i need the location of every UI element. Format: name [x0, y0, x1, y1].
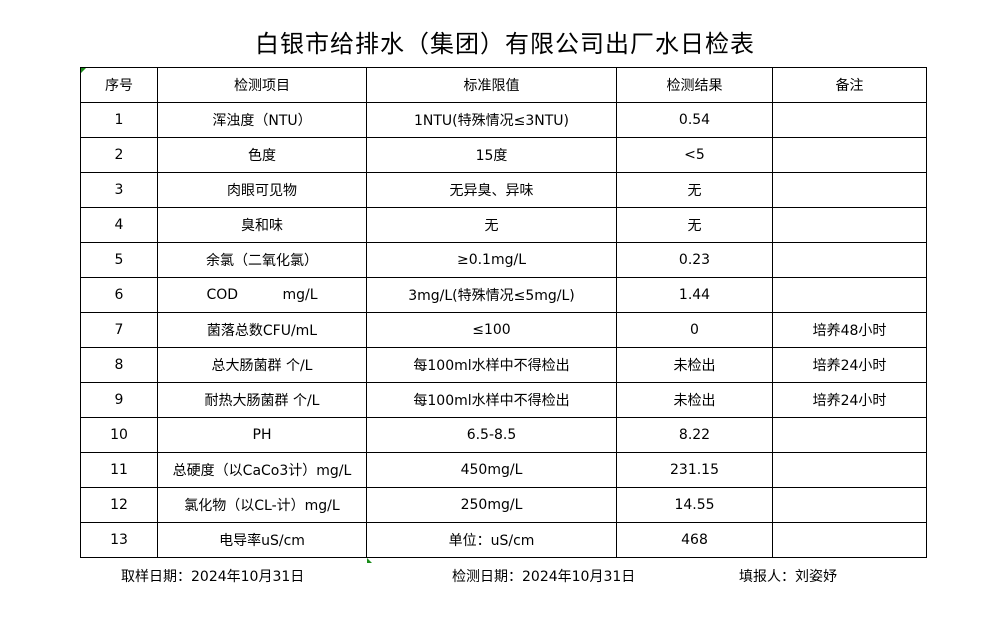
table-row: 8 总大肠菌群 个/L 每100ml水样中不得检出 未检出 培养24小时: [80, 347, 927, 383]
inspection-table: 序号 检测项目 标准限值 检测结果 备注 1 浑浊度（NTU） 1NTU(特殊情况≤…: [80, 67, 927, 558]
standard-limit-cell: 无: [366, 207, 617, 243]
remark-cell: 培养24小时: [772, 382, 927, 418]
remark-cell: [772, 277, 927, 313]
test-result-cell: 0.54: [616, 102, 773, 138]
test-result-cell: 未检出: [616, 347, 773, 383]
row-index-cell: 7: [80, 312, 158, 348]
table-row: 1 浑浊度（NTU） 1NTU(特殊情况≤3NTU) 0.54: [80, 102, 927, 138]
cell-marker-icon: [367, 558, 372, 563]
remark-cell: [772, 242, 927, 278]
table-row: 3 肉眼可见物 无异臭、异味无: [80, 172, 927, 208]
remark-cell: [772, 102, 927, 138]
standard-limit-cell: 6.5-8.5: [366, 417, 617, 453]
test-item-cell: COD mg/L: [157, 277, 367, 313]
remark-cell: [772, 522, 927, 558]
test-item-cell: 色度: [157, 137, 367, 173]
header-cell: 序号: [80, 67, 158, 103]
remark-cell: [772, 487, 927, 523]
test-result-cell: 无: [616, 207, 773, 243]
table-row: 9 耐热大肠菌群 个/L 每100ml水样中不得检出 未检出 培养24小时: [80, 382, 927, 418]
test-item-cell: 氯化物（以CL-计）mg/L: [157, 487, 367, 523]
standard-limit-cell: 3mg/L(特殊情况≤5mg/L): [366, 277, 617, 313]
header-cell: 备注: [772, 67, 927, 103]
standard-limit-cell: 无异臭、异味: [366, 172, 617, 208]
test-result-cell: 未检出: [616, 382, 773, 418]
row-index-cell: 11: [80, 452, 158, 488]
test-result-cell: 无: [616, 172, 773, 208]
standard-limit-cell: 250mg/L: [366, 487, 617, 523]
row-index-cell: 12: [80, 487, 158, 523]
standard-limit-cell: 每100ml水样中不得检出: [366, 347, 617, 383]
test-item-cell: 电导率uS/cm: [157, 522, 367, 558]
row-index-cell: 4: [80, 207, 158, 243]
remark-cell: [772, 452, 927, 488]
row-index-cell: 8: [80, 347, 158, 383]
row-index-cell: 6: [80, 277, 158, 313]
table-row: 12 氯化物（以CL-计）mg/L 250mg/L 14.55: [80, 487, 927, 523]
table-row: 2 色度 15度 <5: [80, 137, 927, 173]
header-cell: 检测结果: [616, 67, 773, 103]
row-index-cell: 3: [80, 172, 158, 208]
table-row: 11 总硬度（以CaCo3计）mg/L 450mg/L 231.15: [80, 452, 927, 488]
header-cell: 检测项目: [157, 67, 367, 103]
test-result-cell: 1.44: [616, 277, 773, 313]
remark-cell: 培养48小时: [772, 312, 927, 348]
test-result-cell: <5: [616, 137, 773, 173]
row-index-cell: 1: [80, 102, 158, 138]
standard-limit-cell: ≤100: [366, 312, 617, 348]
row-index-cell: 2: [80, 137, 158, 173]
row-index-cell: 13: [80, 522, 158, 558]
row-index-cell: 5: [80, 242, 158, 278]
test-result-cell: 468: [616, 522, 773, 558]
table-row: 4 臭和味无无: [80, 207, 927, 243]
test-item-cell: 肉眼可见物: [157, 172, 367, 208]
standard-limit-cell: 15度: [366, 137, 617, 173]
table-row: 6 COD mg/L 3mg/L(特殊情况≤5mg/L) 1.44: [80, 277, 927, 313]
standard-limit-cell: 单位：uS/cm: [366, 522, 617, 558]
remark-cell: [772, 207, 927, 243]
row-index-cell: 10: [80, 417, 158, 453]
test-item-cell: 总硬度（以CaCo3计）mg/L: [157, 452, 367, 488]
test-item-cell: 总大肠菌群 个/L: [157, 347, 367, 383]
table-row: 5 余氯（二氧化氯） ≥0.1mg/L 0.23: [80, 242, 927, 278]
test-item-cell: PH: [157, 417, 367, 453]
standard-limit-cell: ≥0.1mg/L: [366, 242, 617, 278]
test-item-cell: 浑浊度（NTU）: [157, 102, 367, 138]
page-title: 白银市给排水（集团）有限公司出厂水日检表: [255, 30, 755, 58]
test-result-cell: 8.22: [616, 417, 773, 453]
test-result-cell: 0.23: [616, 242, 773, 278]
row-index-cell: 9: [80, 382, 158, 418]
test-item-cell: 臭和味: [157, 207, 367, 243]
remark-cell: 培养24小时: [772, 347, 927, 383]
test-result-cell: 14.55: [616, 487, 773, 523]
table-row: 10 PH 6.5-8.5 8.22: [80, 417, 927, 453]
standard-limit-cell: 1NTU(特殊情况≤3NTU): [366, 102, 617, 138]
header-cell: 标准限值: [366, 67, 617, 103]
header-row: 序号 检测项目 标准限值 检测结果 备注: [80, 67, 927, 103]
standard-limit-cell: 450mg/L: [366, 452, 617, 488]
test-item-cell: 耐热大肠菌群 个/L: [157, 382, 367, 418]
sampling-date: 取样日期：2024年10月31日: [121, 569, 305, 585]
test-item-cell: 余氯（二氧化氯）: [157, 242, 367, 278]
test-item-cell: 菌落总数CFU/mL: [157, 312, 367, 348]
standard-limit-cell: 每100ml水样中不得检出: [366, 382, 617, 418]
remark-cell: [772, 172, 927, 208]
remark-cell: [772, 137, 927, 173]
table-row: 13 电导率uS/cm 单位：uS/cm 468: [80, 522, 927, 558]
remark-cell: [772, 417, 927, 453]
test-result-cell: 0: [616, 312, 773, 348]
test-result-cell: 231.15: [616, 452, 773, 488]
cell-marker-icon: [81, 68, 86, 73]
test-date: 检测日期：2024年10月31日: [452, 569, 636, 585]
table-row: 7 菌落总数CFU/mL ≤100 0 培养48小时: [80, 312, 927, 348]
reporter: 填报人：刘姿妤: [739, 569, 837, 585]
